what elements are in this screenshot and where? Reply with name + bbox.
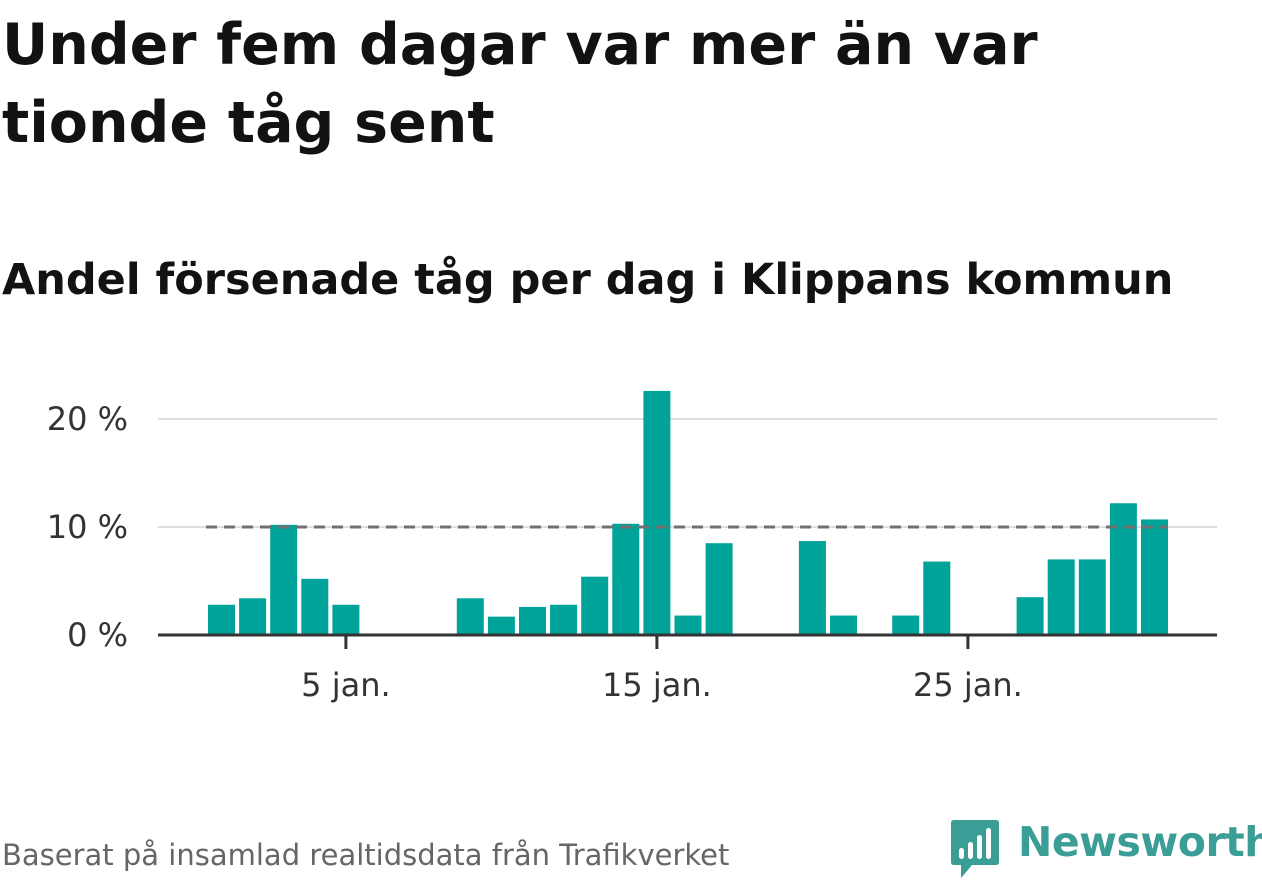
bar [643,390,671,635]
grid-lines [158,418,1217,528]
bar [830,615,857,635]
y-tick-label: 0 % [67,616,128,654]
y-axis-labels: 0 % 10 % 20 % [47,400,128,654]
bar [456,598,484,635]
chart-title: Under fem dagar var mer än var tionde tå… [2,12,1038,156]
x-axis [158,633,1217,649]
chart-subtitle: Andel försenade tåg per dag i Klippans k… [2,255,1174,305]
bar [892,615,920,635]
x-tick-label: 25 jan. [913,666,1023,704]
y-tick-label: 20 % [47,400,128,438]
bar [674,615,702,635]
bar [1016,597,1044,635]
bar [1141,519,1168,635]
x-tick-label: 15 jan. [602,666,712,704]
bar [612,523,640,635]
x-tick-label: 5 jan. [301,666,390,704]
bar [519,606,546,635]
bars [208,390,1168,635]
source-note: Baserat på insamlad realtidsdata från Tr… [2,838,730,872]
bar [487,616,515,635]
bar [923,561,951,635]
bar [301,578,329,635]
newsworthy-logo-icon [951,820,999,878]
bar [1047,559,1075,635]
bar [270,524,298,635]
bar [1078,559,1106,635]
bar [705,543,733,635]
bar [581,576,609,635]
bar [208,604,235,635]
brand-name: Newsworthy [1018,818,1262,866]
bar [239,598,267,635]
y-tick-label: 10 % [47,508,128,546]
bar [798,541,826,635]
bar [550,604,578,635]
bar [1109,503,1137,635]
bar [332,604,360,635]
x-axis-labels: 5 jan. 15 jan. 25 jan. [301,666,1023,704]
